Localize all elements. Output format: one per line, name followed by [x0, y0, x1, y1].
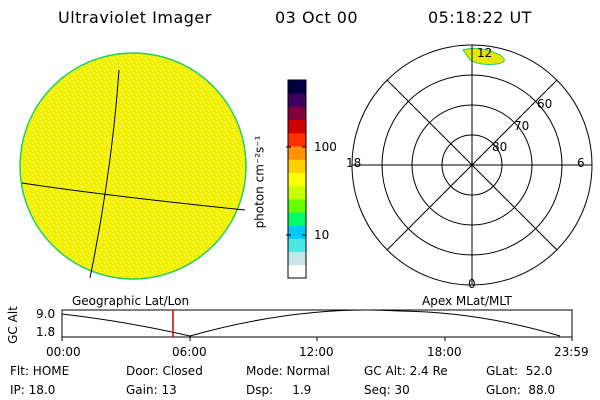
- lat-label-70: 70: [514, 119, 530, 133]
- x-tick-2359: 23:59: [554, 345, 589, 359]
- colorbar-band: [288, 251, 306, 266]
- glon-status: GLon: 88.0: [486, 383, 556, 397]
- altitude-y-bottom: 1.8: [36, 325, 56, 339]
- colorbar-axis-label: photon cm⁻²s⁻¹: [252, 135, 267, 229]
- x-tick-1200: 12:00: [299, 345, 334, 359]
- mlt-label-18: 18: [346, 156, 362, 170]
- time-label: 05:18:22 UT: [428, 8, 532, 27]
- lat-label-60: 60: [537, 97, 553, 111]
- latitude-line: [21, 182, 246, 211]
- mlt-label-6: 6: [577, 156, 585, 170]
- dsp-status: Dsp: 1.9: [246, 383, 312, 397]
- apex-projection-label: Apex MLat/MLT: [422, 294, 512, 308]
- colorbar-ticks: [286, 146, 306, 236]
- colorbar-band: [288, 119, 306, 134]
- gc-altitude-status: GC Alt: 2.4 Re: [364, 364, 448, 378]
- colorbar-band: [288, 159, 306, 173]
- glat-status: GLat: 52.0: [486, 364, 553, 378]
- colorbar-band: [288, 172, 306, 187]
- altitude-curve: [61, 309, 561, 337]
- mode-status: Mode: Normal: [246, 364, 330, 378]
- x-tick-1800: 18:00: [427, 345, 462, 359]
- altitude-y-top: 9.0: [36, 307, 56, 321]
- app-title: Ultraviolet Imager: [58, 8, 212, 27]
- polar-diagonal-2: [386, 79, 558, 251]
- colorbar-frame: [287, 79, 307, 279]
- door-status: Door: Closed: [126, 364, 203, 378]
- x-tick-0000: 00:00: [46, 345, 81, 359]
- flight-status: Flt: HOME: [10, 364, 70, 378]
- sequence-status: Seq: 30: [364, 383, 410, 397]
- colorbar-band: [288, 225, 306, 239]
- x-tick-0600: 06:00: [172, 345, 207, 359]
- longitude-line: [89, 69, 120, 279]
- earth-disk: [19, 52, 247, 280]
- colorbar: [287, 79, 307, 279]
- ip-status: IP: 18.0: [10, 383, 56, 397]
- mlt-label-12: 12: [477, 46, 493, 60]
- colorbar-band: [288, 80, 306, 94]
- colorbar-tick-10: 10: [314, 228, 330, 242]
- earth-image: [19, 52, 247, 280]
- colorbar-band: [288, 146, 306, 160]
- colorbar-band: [288, 93, 306, 107]
- colorbar-band: [288, 198, 306, 213]
- aurora-patch: [462, 47, 505, 65]
- colorbar-band: [288, 238, 306, 253]
- lat-label-80: 80: [492, 140, 508, 154]
- altitude-plot: [61, 309, 573, 341]
- colorbar-tick-100: 100: [314, 140, 337, 154]
- polar-plot: [351, 44, 593, 286]
- colorbar-band: [288, 106, 306, 121]
- altitude-axis-label: GC Alt: [5, 306, 20, 344]
- altitude-x-ticks: [61, 337, 573, 341]
- colorbar-band: [288, 264, 306, 279]
- mlt-label-0: 0: [468, 277, 476, 291]
- date-label: 03 Oct 00: [275, 8, 359, 27]
- colorbar-band: [288, 212, 306, 226]
- gain-status: Gain: 13: [126, 383, 177, 397]
- colorbar-band: [288, 132, 306, 147]
- altitude-plot-frame: [61, 309, 573, 338]
- colorbar-band: [288, 185, 306, 200]
- geographic-projection-label: Geographic Lat/Lon: [72, 294, 190, 308]
